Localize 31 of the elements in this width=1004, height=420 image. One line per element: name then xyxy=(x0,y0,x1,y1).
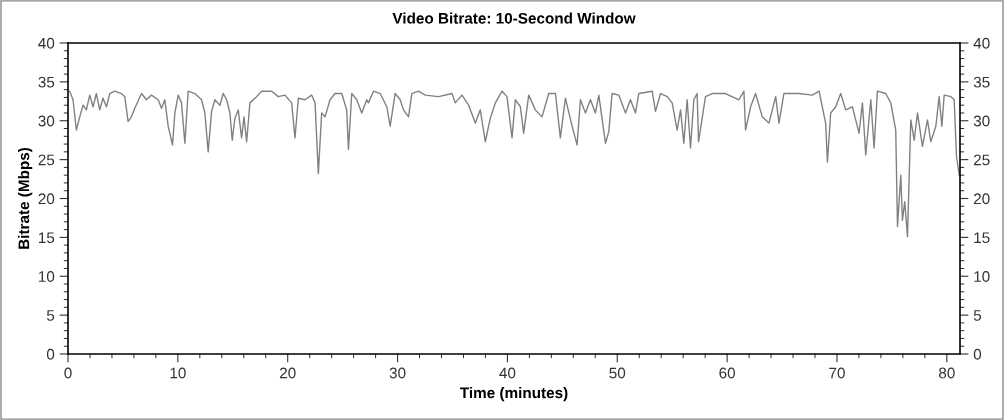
y2-tick-label: 10 xyxy=(974,271,990,282)
x-tick-label: 20 xyxy=(279,367,296,379)
y-tick-label: 40 xyxy=(38,37,55,49)
y2-tick-label: 35 xyxy=(973,76,990,88)
y2-tick-label: 20 xyxy=(973,193,990,205)
chart-title: Video Bitrate: 10-Second Window xyxy=(392,12,636,24)
y-tick-label: 20 xyxy=(38,193,55,205)
y-tick-label: 15 xyxy=(38,232,55,244)
x-tick-label: 80 xyxy=(938,367,955,379)
y2-tick-label: 30 xyxy=(973,115,990,127)
y-tick-label: 35 xyxy=(38,76,55,88)
y-tick-label: 30 xyxy=(38,115,55,127)
y2-tick-label: 5 xyxy=(973,310,982,321)
x-tick-label: 10 xyxy=(170,367,186,379)
x-tick-label: 50 xyxy=(609,367,626,379)
line-series xyxy=(68,90,960,238)
x-axis-title: Time (minutes) xyxy=(459,386,568,402)
y2-tick-label: 40 xyxy=(973,37,990,49)
y2-tick-label: 0 xyxy=(973,348,982,360)
y-axis-title: Bitrate (Mbps) xyxy=(18,147,33,249)
y-tick-label: 5 xyxy=(46,310,55,321)
y2-tick-label: 15 xyxy=(974,232,990,244)
y-tick-label: 10 xyxy=(38,271,55,282)
x-tick-label: 0 xyxy=(64,367,72,379)
x-tick-label: 30 xyxy=(389,367,406,379)
y-tick-label: 25 xyxy=(38,154,55,166)
x-tick-label: 70 xyxy=(829,367,845,379)
y2-tick-label: 25 xyxy=(973,154,990,166)
x-tick-label: 40 xyxy=(499,367,516,379)
x-tick-label: 60 xyxy=(719,367,736,379)
y-tick-label: 0 xyxy=(46,348,55,360)
